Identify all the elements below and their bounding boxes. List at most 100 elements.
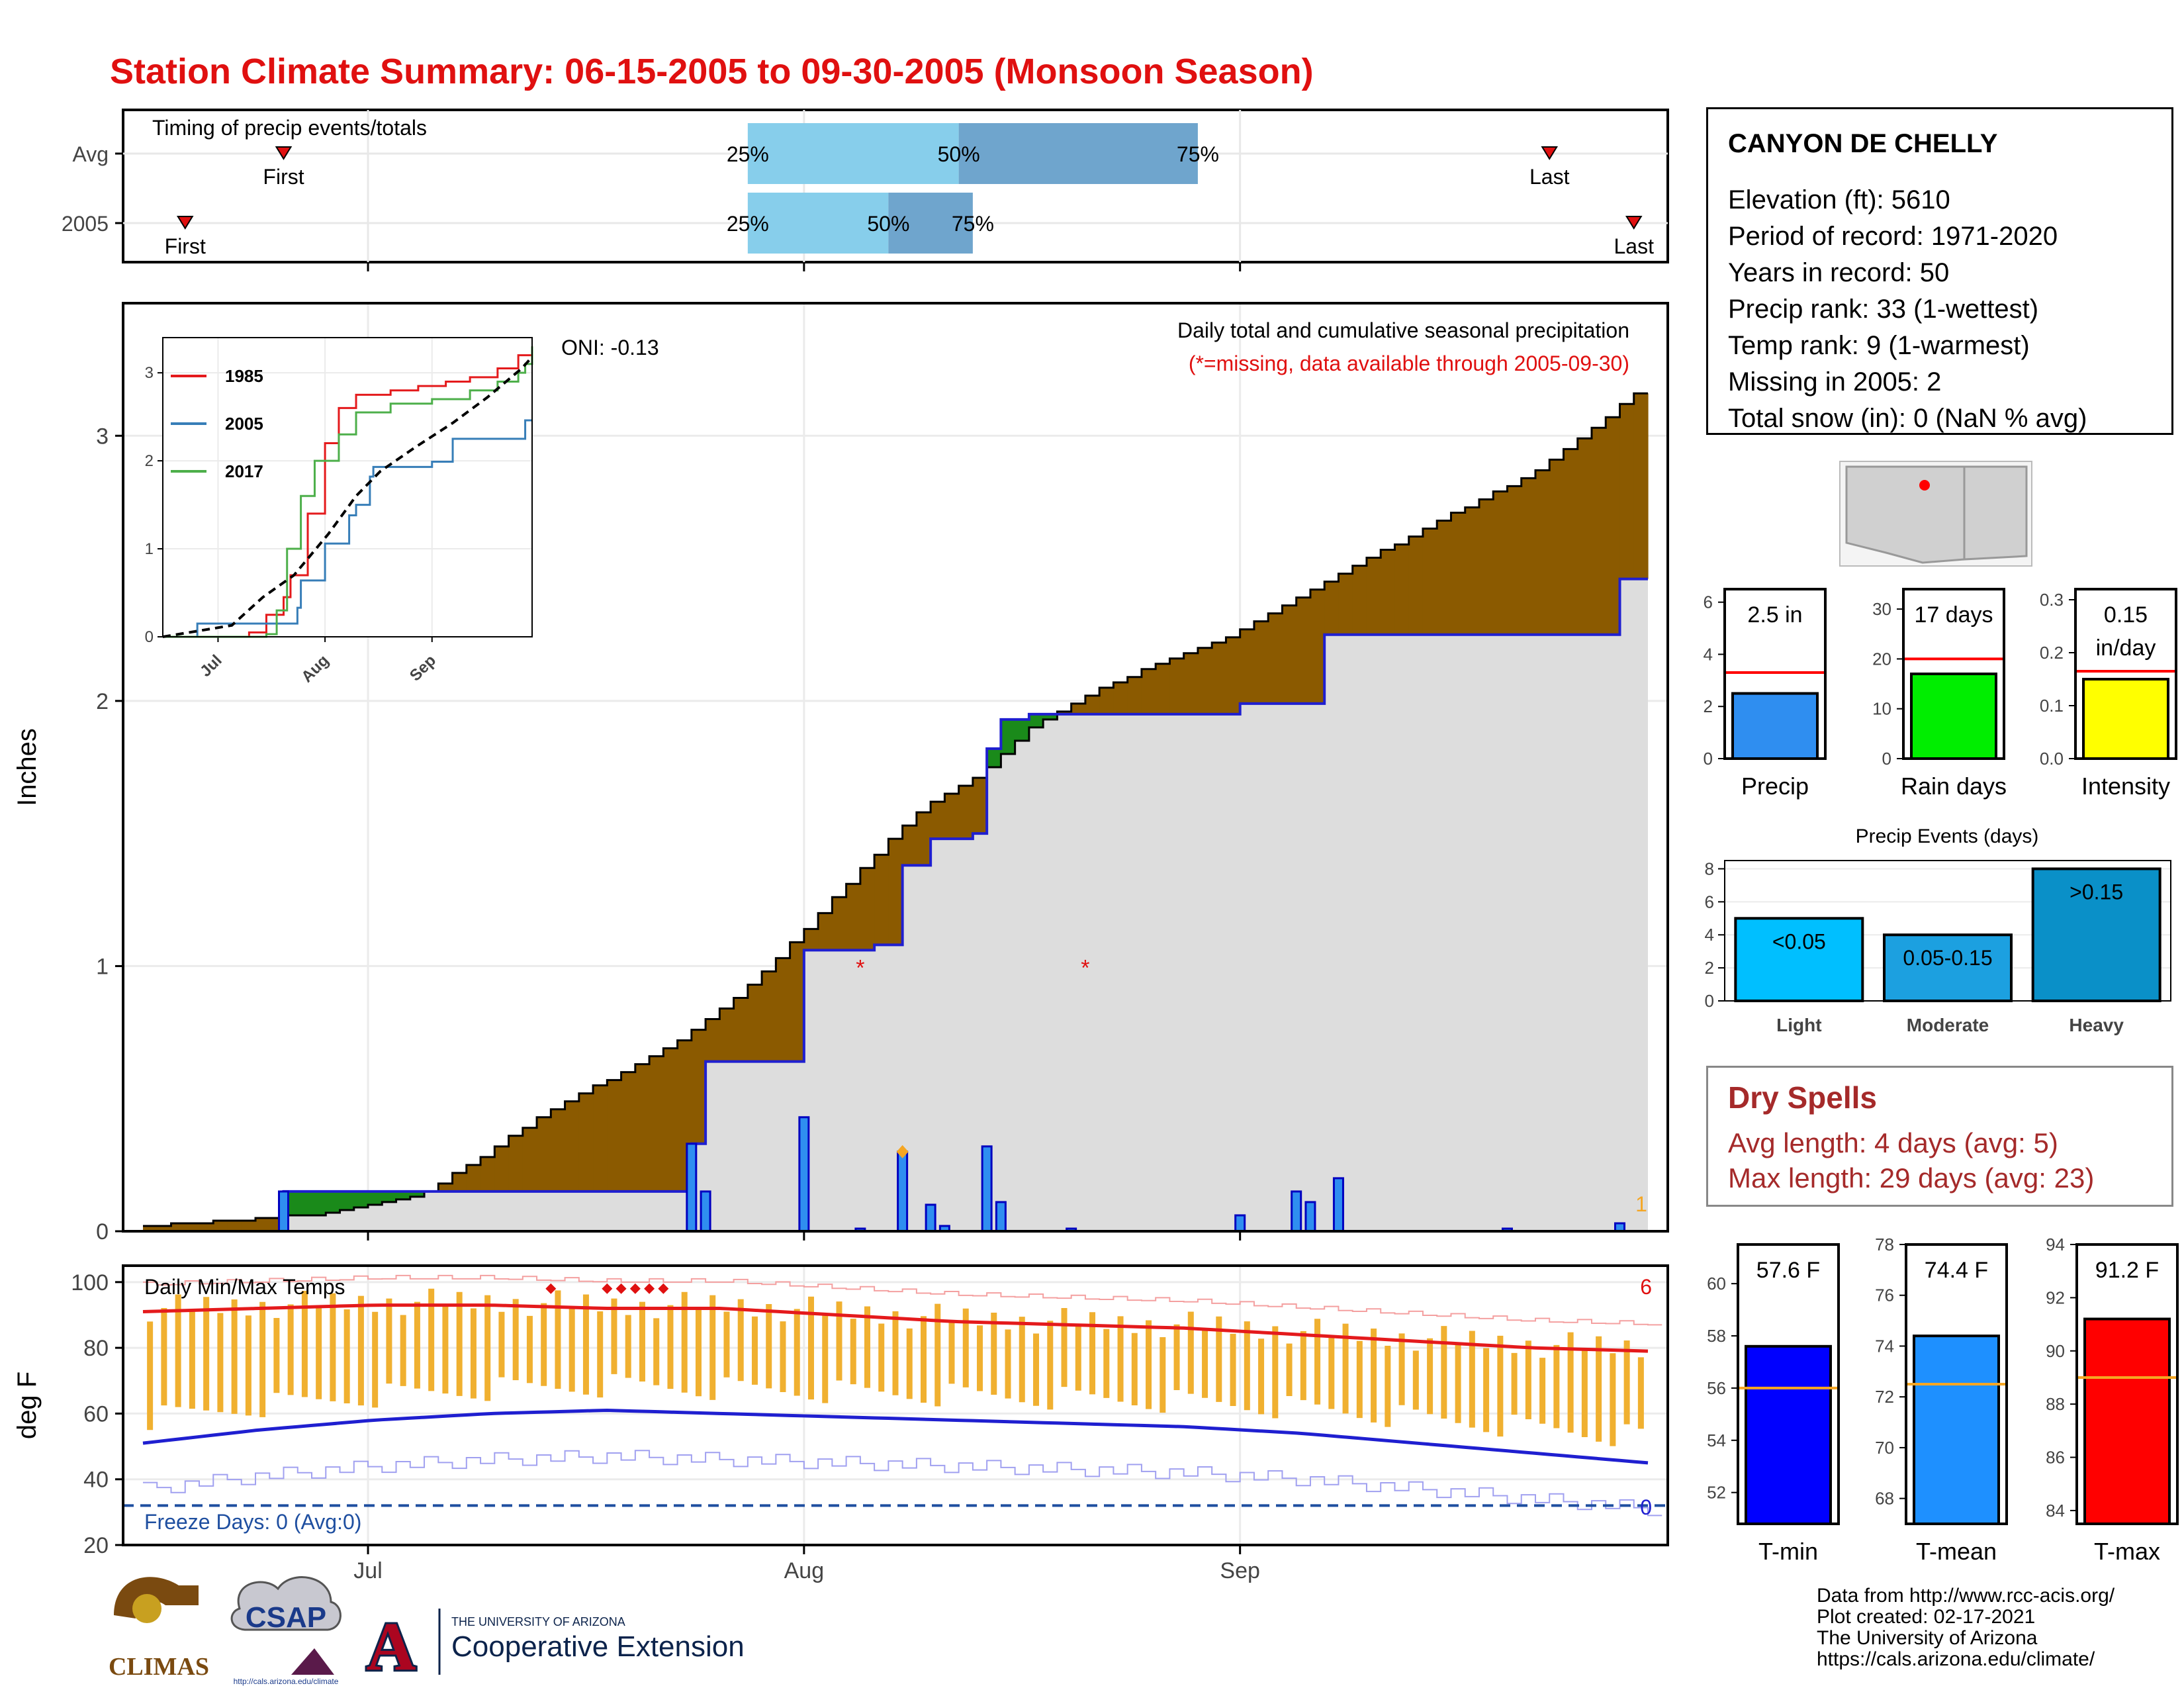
main-deficit-area: [902, 825, 917, 866]
main-deficit-area: [1183, 653, 1199, 714]
t-max-y-tick-label: 88: [2046, 1394, 2065, 1414]
main-deficit-area: [1282, 605, 1297, 704]
ua-logo-letter: A: [366, 1609, 416, 1685]
ua-logo-bg: [363, 1611, 420, 1675]
t-mean-frame: [1905, 1243, 2008, 1525]
timing-panel: Timing of precip events/totals Avg 25% 50% 7…: [62, 109, 1669, 271]
t-mean-y-tick-label: 70: [1875, 1438, 1894, 1458]
credit-url: https://cals.arizona.edu/climate/: [1817, 1648, 2095, 1670]
timing-q50-q75-bar: [958, 123, 1198, 184]
timing-q25-label: 25%: [727, 142, 769, 166]
events-bar-label: >0.15: [2070, 880, 2123, 904]
main-daily-precip-bar: [798, 1116, 810, 1233]
timing-row-label: 2005: [62, 212, 109, 236]
main-surplus-area: [1043, 714, 1058, 720]
main-daily-precip-bar: [278, 1190, 290, 1233]
rain-days-y-tick-label: 10: [1872, 699, 1891, 719]
events-y-tick-label: 6: [1705, 892, 1714, 912]
timing-q25-q50-bar: [747, 123, 959, 184]
temp-y-tick-label: 100: [71, 1270, 109, 1295]
timing-row-label: Avg: [72, 142, 109, 166]
station-precip-rank: Precip rank: 33 (1-wettest): [1728, 295, 2039, 324]
precip-total-y-tick-label: 0: [1704, 749, 1713, 769]
main-deficit-area: [1127, 677, 1142, 714]
inset-y-tick-label: 2: [145, 452, 154, 470]
main-y-tick-label: 1: [96, 954, 109, 979]
t-mean-y-tick-label: 68: [1875, 1489, 1894, 1509]
temp-x-tick-label: Aug: [784, 1558, 825, 1583]
events-y-tick-label: 4: [1705, 925, 1714, 945]
main-deficit-area: [171, 1223, 186, 1231]
t-mean-y-tick-label: 74: [1875, 1336, 1894, 1356]
temp-record-low-line: [143, 1450, 1662, 1517]
events-category-label: Light: [1776, 1015, 1821, 1035]
main-daily-precip-bar: [925, 1203, 936, 1233]
temp-record-high-count: 6: [1640, 1275, 1652, 1299]
t-max-y-tick-label: 90: [2046, 1341, 2065, 1361]
t-max-value-label: 91.2 F: [2095, 1258, 2159, 1283]
main-deficit-area: [818, 913, 833, 951]
temp-x-tick-label: Jul: [353, 1558, 382, 1583]
intensity-frame: [2074, 588, 2177, 760]
main-deficit-area: [1591, 428, 1606, 635]
t-min-y-tick-label: 58: [1707, 1326, 1726, 1346]
intensity-y-tick-label: 0.2: [2040, 643, 2064, 663]
t-min-y-tick-label: 52: [1707, 1483, 1726, 1503]
main-daily-precip-bar: [1291, 1190, 1302, 1233]
temp-y-tick-label: 80: [83, 1336, 109, 1361]
main-deficit-area: [1535, 470, 1550, 635]
main-deficit-area: [762, 971, 776, 1062]
credit-data-source: Data from http://www.rcc-acis.org/: [1817, 1585, 2115, 1607]
cumulative-precip-chart: 0 1 2 3 * * 1 Daily total and cumulative season…: [13, 302, 1669, 1244]
dry-spells-box: Dry Spells Avg length: 4 days (avg: 5) M…: [1706, 1066, 2173, 1207]
main-deficit-area: [1212, 642, 1227, 714]
main-surplus-area: [312, 1191, 326, 1215]
main-surplus-area: [410, 1191, 425, 1197]
main-deficit-area: [1437, 520, 1452, 635]
timing-label: Timing of precip events/totals: [152, 116, 427, 140]
main-deficit-area: [1619, 404, 1635, 579]
timing-last-label: Last: [1614, 234, 1655, 258]
temp-frame: [122, 1264, 1669, 1546]
main-daily-precip-bar: [686, 1143, 698, 1233]
main-deficit-area: [1563, 449, 1578, 635]
inset-legend-label: 2005: [225, 414, 263, 434]
events-y-tick-label: 2: [1705, 958, 1714, 978]
main-y-tick-label: 3: [96, 424, 109, 449]
main-surplus-area: [340, 1191, 355, 1210]
credit-university: The University of Arizona: [1817, 1627, 2038, 1649]
precip-total-x-label: Precip: [1741, 773, 1809, 800]
events-frame: [1724, 860, 2171, 1002]
main-deficit-area: [972, 778, 987, 834]
main-deficit-area: [578, 1093, 594, 1192]
main-deficit-area: [747, 984, 762, 1062]
main-deficit-area: [227, 1220, 242, 1231]
rain-days-y-tick-label: 30: [1872, 599, 1891, 619]
intensity-y-tick-label: 0.3: [2040, 590, 2064, 610]
t-max-y-tick-label: 84: [2046, 1501, 2065, 1521]
timing-last-label: Last: [1529, 165, 1570, 189]
station-missing: Missing in 2005: 2: [1728, 367, 1942, 397]
rain-days-value-label: 17 days: [1914, 602, 1993, 628]
locator-map: [1839, 461, 2032, 567]
main-deficit-area: [1577, 438, 1592, 635]
main-deficit-area: [958, 786, 974, 839]
main-title: Daily total and cumulative seasonal prec…: [1177, 318, 1629, 342]
main-snow-marker: [896, 1145, 909, 1158]
station-years: Years in record: 50: [1728, 258, 1950, 287]
station-elevation: Elevation (ft): 5610: [1728, 185, 1950, 214]
station-name: CANYON DE CHELLY: [1728, 129, 1998, 158]
map-new-mexico-shape: [1963, 465, 2028, 561]
t-mean-x-label: T-mean: [1916, 1538, 1997, 1565]
main-y-tick-label: 0: [96, 1219, 109, 1244]
main-surplus-area: [987, 748, 1001, 767]
credit-plot-created: Plot created: 02-17-2021: [1817, 1606, 2036, 1628]
main-deficit-area: [494, 1146, 510, 1192]
timing-first-label: First: [165, 234, 206, 258]
timing-first-marker: [275, 146, 293, 160]
main-deficit-area: [846, 884, 861, 951]
main-deficit-area: [1226, 637, 1241, 714]
temp-record-high-marker: [658, 1283, 669, 1294]
